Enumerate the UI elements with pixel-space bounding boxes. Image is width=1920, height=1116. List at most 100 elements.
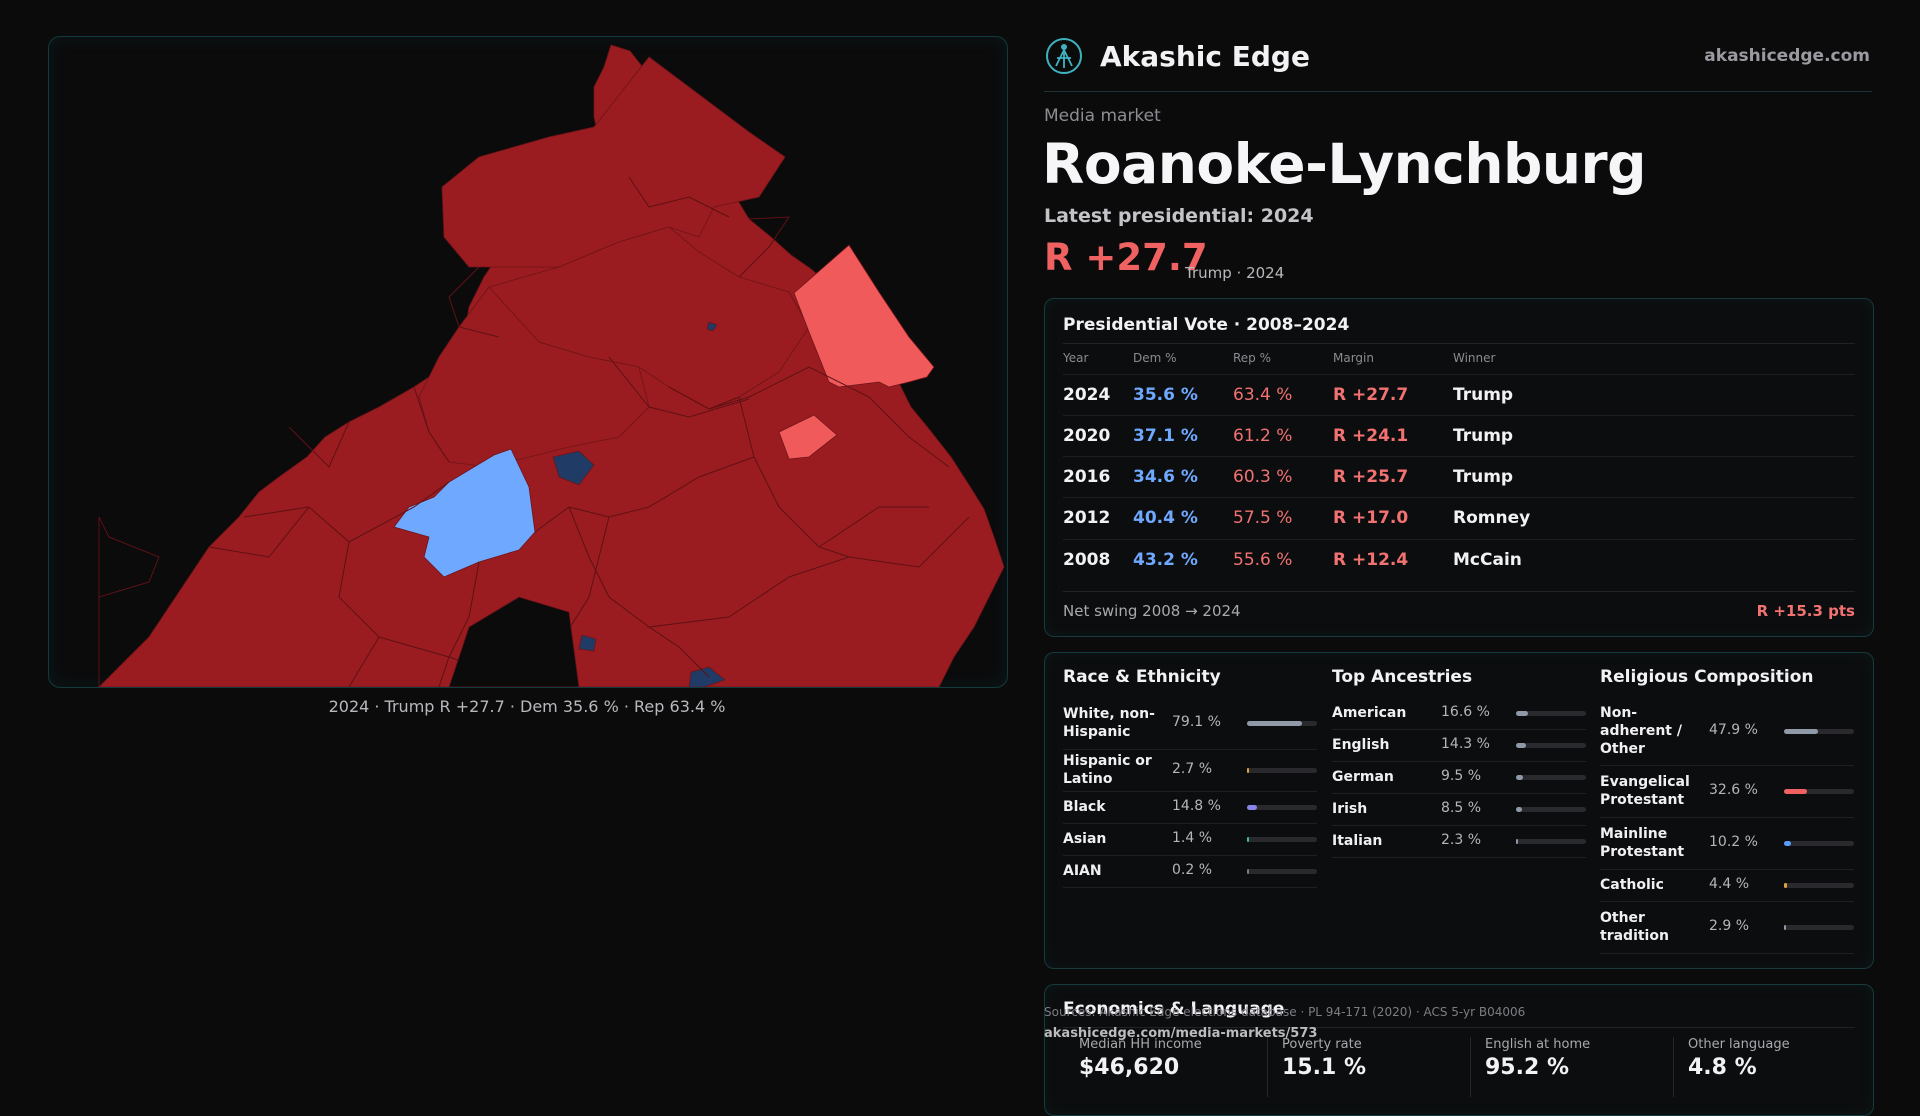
county-region-lynchburg[interactable]	[552, 450, 595, 486]
brand[interactable]: Akashic Edge	[1044, 34, 1310, 78]
county-region-south[interactable]	[578, 634, 597, 652]
row-percent: 2.9 %	[1709, 918, 1750, 934]
cell-year: 2008	[1063, 550, 1111, 570]
row-bar-track	[1516, 743, 1586, 748]
econ-label: Poverty rate	[1282, 1037, 1362, 1052]
row-percent: 2.7 %	[1172, 761, 1213, 777]
econ-label: Median HH income	[1079, 1037, 1202, 1052]
row-label: Non-adherent / Other	[1600, 705, 1682, 757]
row-label: Asian	[1063, 831, 1107, 847]
row-percent: 10.2 %	[1709, 834, 1758, 850]
cell-year: 2024	[1063, 385, 1111, 405]
county-boundary	[243, 506, 380, 687]
row-label: Irish	[1332, 801, 1368, 817]
site-url-link[interactable]: akashicedge.com	[1704, 46, 1870, 66]
page-title: Roanoke-Lynchburg	[1042, 132, 1647, 196]
county-region-west-central[interactable]	[418, 286, 650, 468]
county-boundary	[708, 366, 950, 468]
county-boundary	[534, 456, 755, 533]
cell-dem: 43.2 %	[1133, 550, 1198, 570]
row-percent: 8.5 %	[1441, 800, 1482, 816]
row-percent: 9.5 %	[1441, 768, 1482, 784]
county-boundary	[648, 516, 970, 628]
row-bar-track	[1516, 807, 1586, 812]
list-item: Non-adherent / Other 47.9 %	[1600, 697, 1854, 766]
list-item: Hispanic or Latino 2.7 %	[1063, 749, 1317, 792]
county-boundary	[818, 506, 929, 548]
table-header: Year Dem % Rep % Margin Winner	[1063, 351, 1855, 373]
race-ethnicity-column: Race & Ethnicity White, non-Hispanic 79.1…	[1063, 653, 1317, 968]
row-bar-fill	[1516, 743, 1526, 748]
row-percent: 0.2 %	[1172, 862, 1213, 878]
list-item: Evangelical Protestant 32.6 %	[1600, 765, 1854, 818]
cell-winner: Trump	[1453, 467, 1514, 487]
county-region-northeast[interactable]	[793, 244, 935, 388]
cell-margin: R +17.0	[1333, 508, 1409, 528]
county-region-east[interactable]	[778, 414, 838, 460]
table-row: 2008 43.2 % 55.6 % R +12.4 McCain	[1063, 539, 1855, 581]
table-row: 2016 34.6 % 60.3 % R +25.7 Trump	[1063, 456, 1855, 498]
net-swing-row: Net swing 2008 → 2024 R +15.3 pts	[1063, 591, 1855, 628]
col-dem: Dem %	[1133, 351, 1177, 365]
divider	[1673, 1037, 1674, 1097]
row-bar-fill	[1516, 807, 1522, 812]
cell-winner: Romney	[1453, 508, 1531, 528]
row-bar-track	[1247, 721, 1317, 726]
row-percent: 79.1 %	[1172, 714, 1221, 730]
cell-rep: 55.6 %	[1233, 550, 1293, 570]
row-percent: 47.9 %	[1709, 722, 1758, 738]
list-item: Black 14.8 %	[1063, 791, 1317, 824]
row-percent: 1.4 %	[1172, 830, 1213, 846]
county-region-roanoke[interactable]	[393, 448, 536, 578]
map-caption: 2024 · Trump R +27.7 · Dem 35.6 % · Rep …	[328, 697, 726, 716]
econ-value: 15.1 %	[1282, 1055, 1366, 1080]
row-bar-fill	[1784, 789, 1807, 794]
row-bar-track	[1516, 711, 1586, 716]
row-label: Mainline Protestant	[1600, 826, 1685, 860]
divider	[1063, 1027, 1855, 1028]
county-boundary	[448, 266, 500, 338]
row-label: White, non-Hispanic	[1063, 706, 1155, 740]
row-bar-fill	[1784, 841, 1792, 846]
col-year: Year	[1063, 351, 1089, 365]
row-bar-fill	[1247, 805, 1258, 810]
latest-presidential-label: Latest presidential: 2024	[1044, 205, 1314, 227]
row-bar-track	[1784, 729, 1854, 734]
list-item: Mainline Protestant 10.2 %	[1600, 817, 1854, 870]
source-url-link[interactable]: akashicedge.com/media-markets/573	[1044, 1026, 1318, 1041]
row-percent: 32.6 %	[1709, 782, 1758, 798]
row-bar-track	[1247, 768, 1317, 773]
county-region-danville[interactable]	[688, 666, 726, 687]
map-outside-area	[448, 596, 580, 687]
cell-margin: R +24.1	[1333, 426, 1409, 446]
ancestries-title: Top Ancestries	[1332, 667, 1473, 687]
county-boundary	[738, 216, 790, 278]
row-label: American	[1332, 705, 1407, 721]
row-bar-fill	[1247, 768, 1249, 773]
county-boundary	[568, 506, 710, 678]
row-label: Black	[1063, 799, 1106, 815]
row-label: English	[1332, 737, 1390, 753]
row-bar-fill	[1247, 837, 1249, 842]
cell-winner: Trump	[1453, 385, 1514, 405]
row-percent: 16.6 %	[1441, 704, 1490, 720]
econ-value: $46,620	[1079, 1055, 1180, 1080]
col-winner: Winner	[1453, 351, 1496, 365]
cell-winner: McCain	[1453, 550, 1522, 570]
county-region-small[interactable]	[706, 321, 718, 332]
county-map-svg[interactable]	[49, 37, 1007, 687]
cell-rep: 61.2 %	[1233, 426, 1293, 446]
row-label: Italian	[1332, 833, 1383, 849]
county-boundary	[348, 481, 450, 543]
cell-rep: 63.4 %	[1233, 385, 1293, 405]
list-item: Catholic 4.4 %	[1600, 869, 1854, 902]
presidential-vote-title: Presidential Vote · 2008–2024	[1063, 315, 1350, 335]
econ-label: English at home	[1485, 1037, 1591, 1052]
brand-logo-icon	[1046, 38, 1082, 74]
econ-value: 95.2 %	[1485, 1055, 1569, 1080]
economics-card: Economics & Language Median HH income $4…	[1044, 984, 1874, 1116]
col-margin: Margin	[1333, 351, 1374, 365]
cell-rep: 57.5 %	[1233, 508, 1293, 528]
market-map[interactable]	[48, 36, 1008, 688]
row-bar-track	[1516, 775, 1586, 780]
